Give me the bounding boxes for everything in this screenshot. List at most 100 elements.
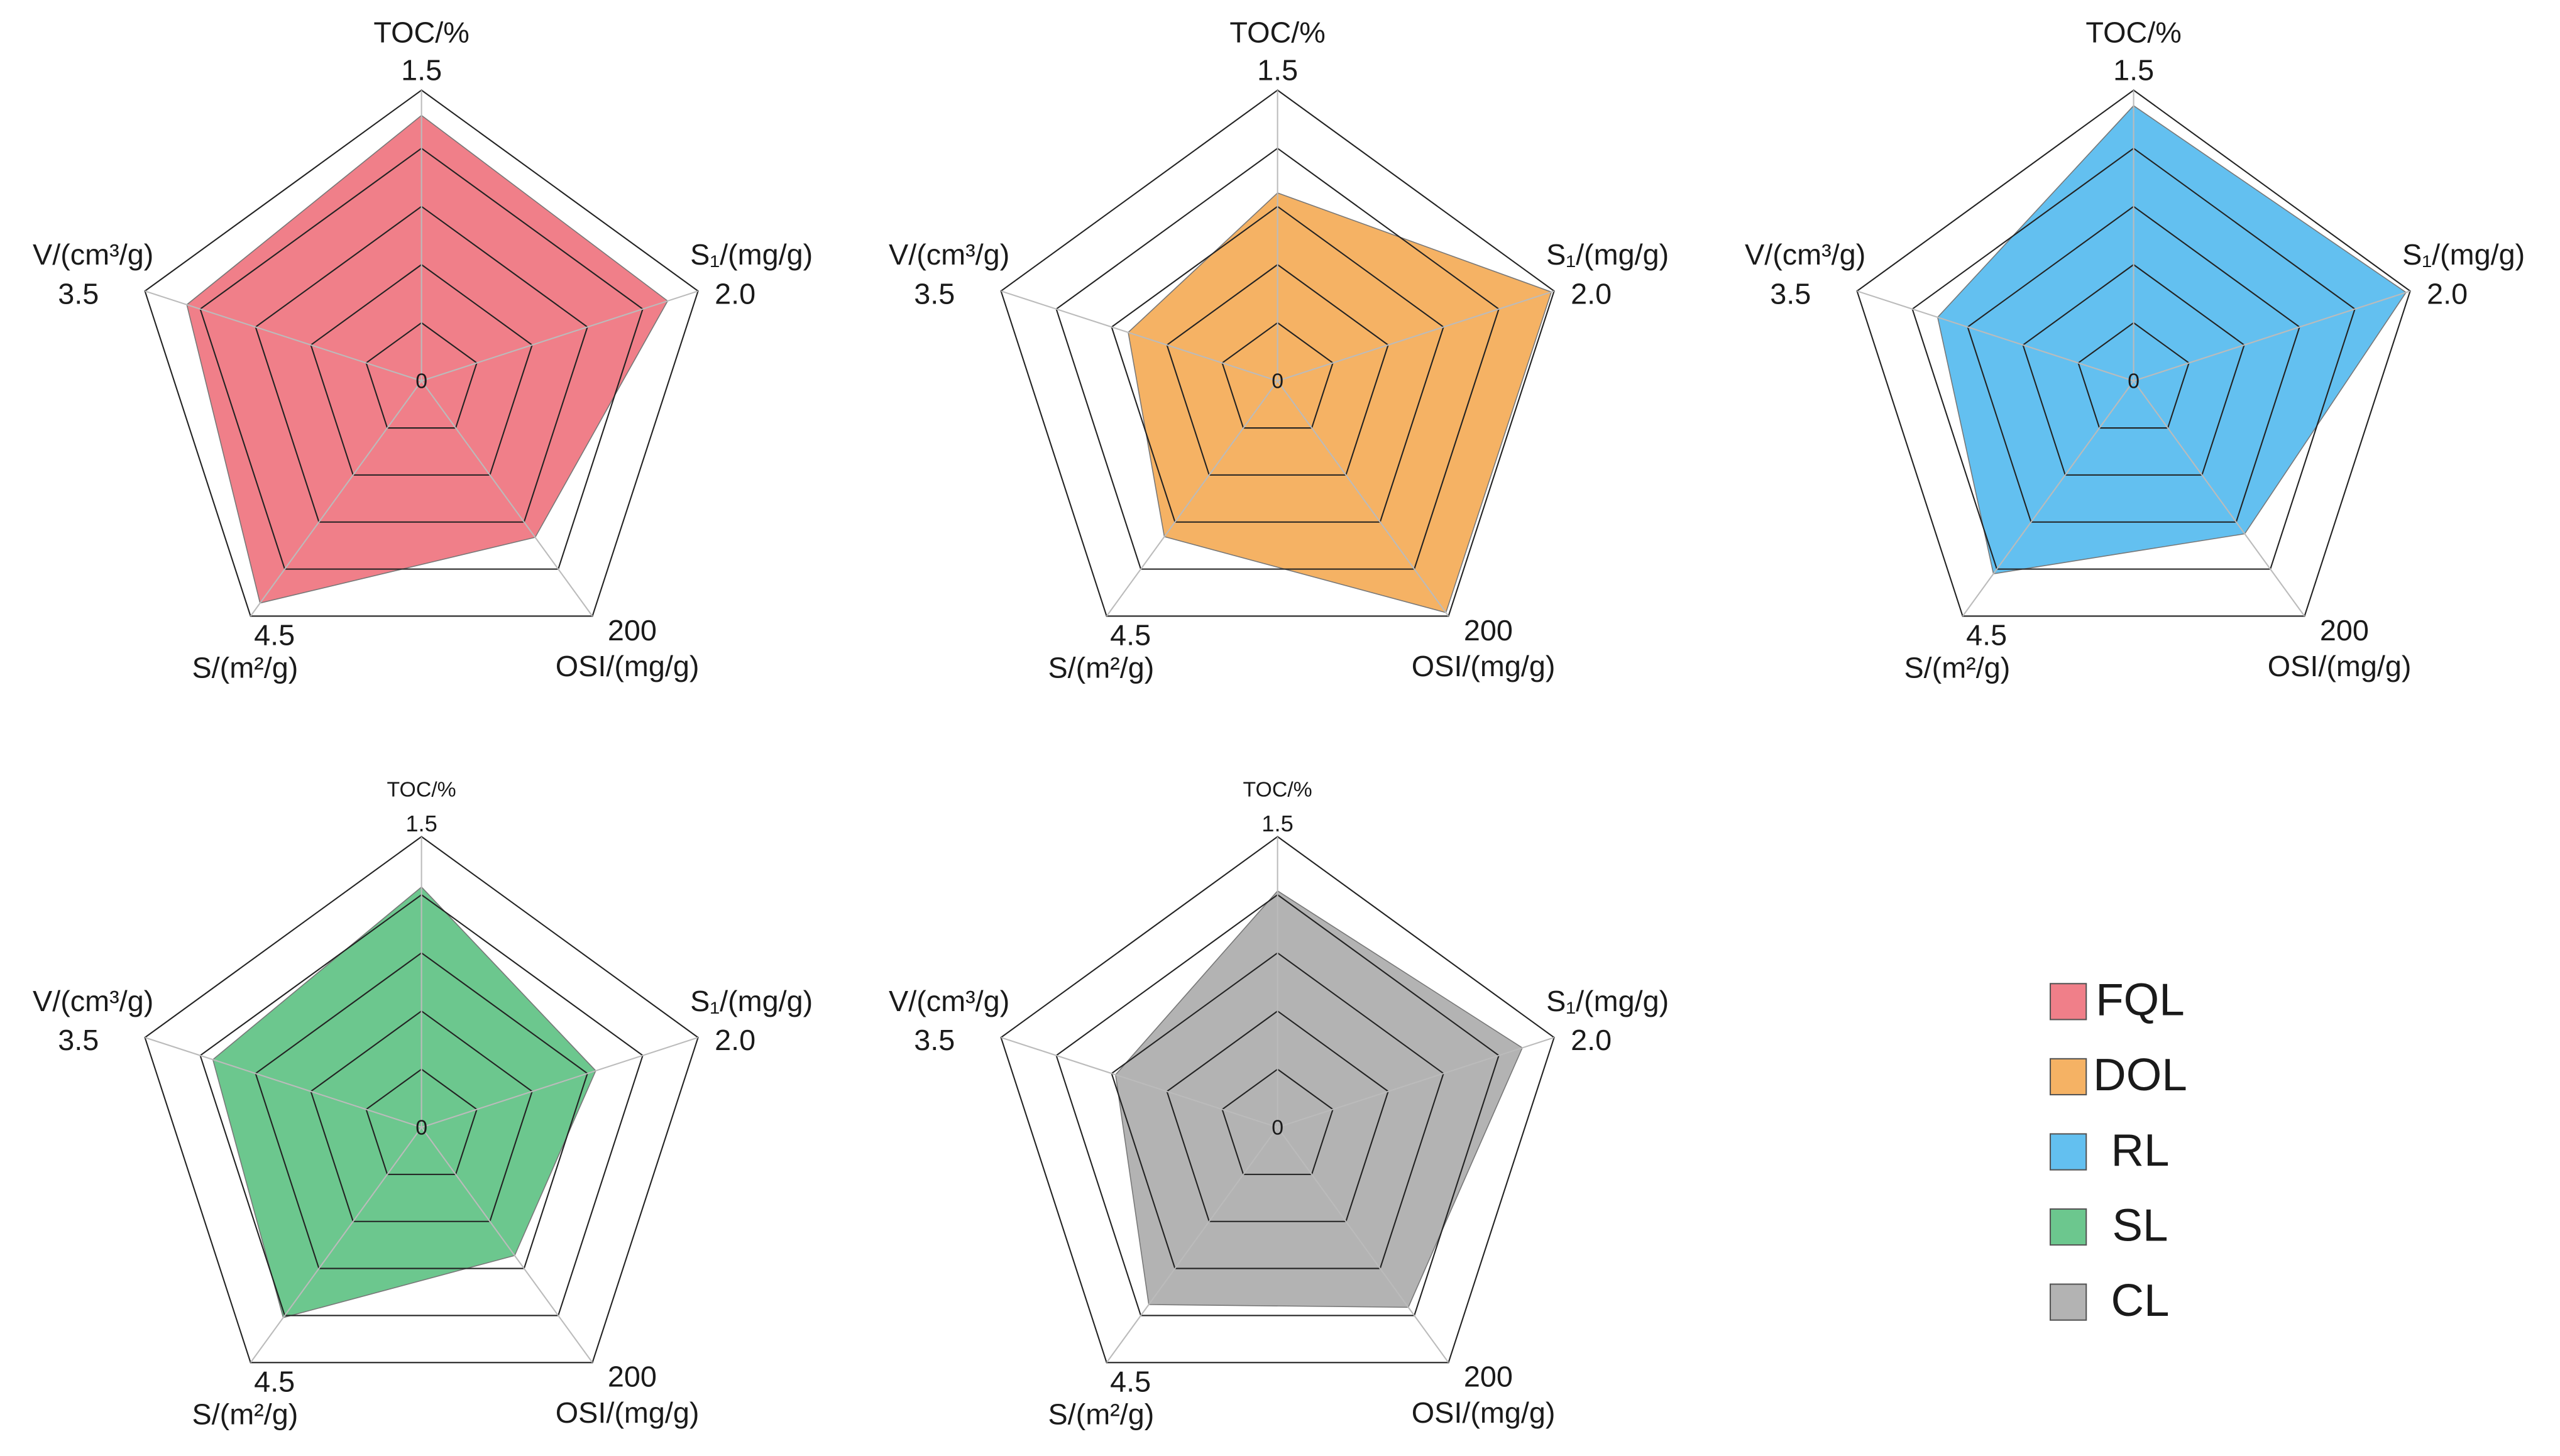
axis-label: V/(cm³/g) <box>33 238 153 271</box>
axis-max-label: 200 <box>2320 614 2369 647</box>
spoke <box>250 380 422 617</box>
legend-label: CL <box>2111 1275 2169 1326</box>
axis-max-label: 3.5 <box>1770 277 1811 310</box>
grid-ring <box>1055 147 1500 570</box>
axis-max-label: 1.5 <box>1257 53 1298 86</box>
axis-label: S₁/(mg/g) <box>1546 238 1669 271</box>
grid-ring <box>144 89 699 617</box>
legend-label: RL <box>2111 1125 2169 1176</box>
axis-label: S/(m²/g) <box>1904 652 2010 684</box>
radar-chart: TOC/% 1.5 S₁/(mg/g) 2.0 OSI/(mg/g)200 S/(m²/g… <box>33 777 813 1430</box>
grid-ring <box>1221 322 1334 429</box>
axis-label: V/(cm³/g) <box>889 985 1009 1017</box>
grid-ring <box>310 1010 533 1222</box>
legend-swatch <box>2049 1133 2087 1171</box>
spoke <box>1857 290 2134 382</box>
grid-ring <box>2077 322 2190 429</box>
grid-ring <box>255 952 588 1269</box>
grid-ring <box>255 205 588 523</box>
spoke <box>1277 290 1554 382</box>
axis-max-label: 3.5 <box>58 277 99 310</box>
axis-label: OSI/(mg/g) <box>2268 650 2412 682</box>
radar-chart: TOC/% 1.5 S₁/(mg/g) 2.0 OSI/(mg/g)200 S/(m²/g… <box>33 16 813 684</box>
grid-ring <box>1967 205 2300 523</box>
grid-ring <box>365 322 478 429</box>
legend-swatch <box>2049 1283 2087 1321</box>
axis-label: OSI/(mg/g) <box>1412 1396 1556 1429</box>
axis-label: S₁/(mg/g) <box>1546 985 1669 1017</box>
grid-ring <box>1856 89 2411 617</box>
axis-max-label: 200 <box>1464 1360 1513 1393</box>
spoke <box>420 1127 593 1363</box>
grid-ring <box>1911 147 2356 570</box>
spoke <box>2133 290 2410 382</box>
axis-max-label: 2.0 <box>2427 277 2468 310</box>
axis-max-label: 2.0 <box>1571 1024 1612 1056</box>
axis-label: S/(m²/g) <box>1048 652 1154 684</box>
grid-ring <box>310 263 533 476</box>
radar-chart: TOC/% 1.5 S₁/(mg/g) 2.0 OSI/(mg/g)200 S/(m²/g… <box>889 16 1669 684</box>
grid-ring <box>1166 1010 1389 1222</box>
grid-ring <box>199 894 644 1316</box>
axis-label: TOC/% <box>1229 16 1325 48</box>
radar-area <box>1936 105 2407 574</box>
spoke <box>421 290 698 382</box>
center-label: 0 <box>2128 369 2140 393</box>
grid-ring <box>1055 894 1500 1316</box>
axis-max-label: 4.5 <box>1110 1365 1151 1398</box>
axis-max-label: 4.5 <box>1110 619 1151 652</box>
spoke <box>1277 1037 1554 1129</box>
legend-label: DOL <box>2093 1049 2187 1100</box>
center-label: 0 <box>1272 1116 1283 1140</box>
radar-chart: TOC/% 1.5 S₁/(mg/g) 2.0 OSI/(mg/g)200 S/(m²/g… <box>889 777 1669 1430</box>
legend-swatch <box>2049 983 2087 1021</box>
axis-label: S₁/(mg/g) <box>690 238 813 271</box>
radar-area <box>212 886 596 1318</box>
spoke <box>1277 1127 1449 1363</box>
legend-label: SL <box>2112 1200 2168 1251</box>
axis-label: S/(m²/g) <box>1048 1398 1154 1430</box>
axis-max-label: 1.5 <box>405 811 437 836</box>
axis-max-label: 2.0 <box>715 1024 755 1056</box>
spoke <box>2133 380 2305 617</box>
axis-max-label: 2.0 <box>715 277 755 310</box>
grid-ring <box>365 1068 478 1175</box>
radar-chart: TOC/% 1.5 S₁/(mg/g) 2.0 OSI/(mg/g)200 S/(m²/g… <box>1745 16 2525 684</box>
spoke <box>1277 380 1449 617</box>
axis-max-label: 3.5 <box>58 1024 99 1056</box>
axis-label: V/(cm³/g) <box>33 985 153 1017</box>
radar-area <box>186 114 669 604</box>
legend-label: FQL <box>2096 975 2185 1026</box>
grid-ring <box>2022 263 2245 476</box>
axis-label: S₁/(mg/g) <box>690 985 813 1017</box>
spoke <box>145 1037 422 1129</box>
center-label: 0 <box>415 369 427 393</box>
axis-max-label: 2.0 <box>1571 277 1612 310</box>
axis-label: OSI/(mg/g) <box>1412 650 1556 682</box>
grid-ring <box>1166 263 1389 476</box>
axis-max-label: 1.5 <box>1261 811 1294 836</box>
axis-max-label: 200 <box>608 614 657 647</box>
legend-swatch <box>2049 1058 2087 1096</box>
grid-ring <box>1111 205 1444 523</box>
axis-label: S/(m²/g) <box>192 652 298 684</box>
grid-ring <box>144 836 699 1364</box>
spoke <box>145 290 422 382</box>
spoke <box>1001 290 1278 382</box>
axis-max-label: 4.5 <box>254 1365 295 1398</box>
axis-label: S₁/(mg/g) <box>2402 238 2525 271</box>
center-label: 0 <box>1272 369 1283 393</box>
grid-ring <box>199 147 644 570</box>
axis-label: S/(m²/g) <box>192 1398 298 1430</box>
legend-swatch <box>2049 1208 2087 1246</box>
axis-max-label: 4.5 <box>254 619 295 652</box>
grid-ring <box>1000 89 1555 617</box>
axis-label: TOC/% <box>387 777 456 801</box>
axis-label: TOC/% <box>2085 16 2181 48</box>
axis-label: OSI/(mg/g) <box>556 1396 700 1429</box>
axis-label: V/(cm³/g) <box>889 238 1009 271</box>
axis-label: V/(cm³/g) <box>1745 238 1865 271</box>
spoke <box>1106 380 1278 617</box>
